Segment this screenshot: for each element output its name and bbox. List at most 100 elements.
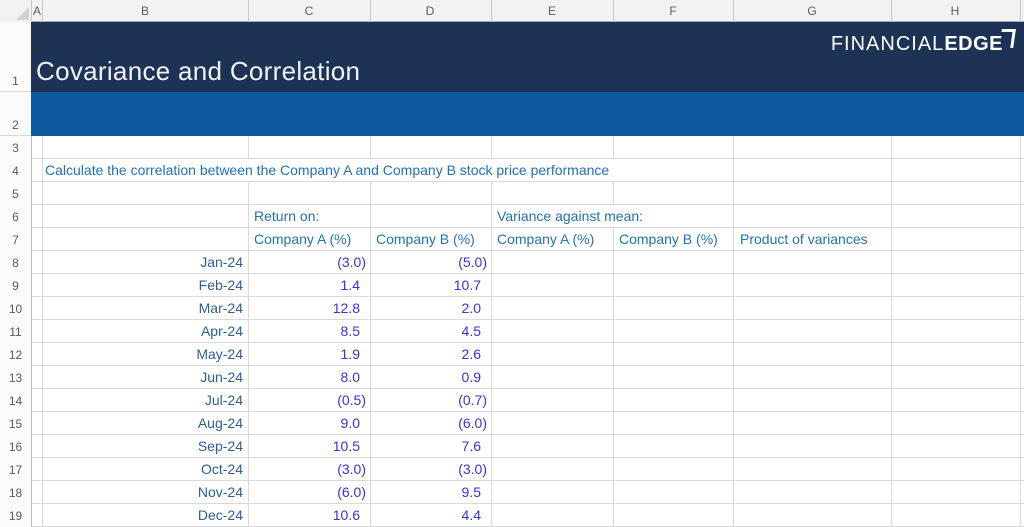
financial-edge-logo: FINANCIAL EDGE bbox=[830, 29, 1016, 56]
page-title: Covariance and Correlation bbox=[36, 56, 361, 86]
column-header-g[interactable]: G bbox=[807, 4, 817, 18]
column-separator bbox=[613, 0, 614, 22]
column-header-f[interactable]: F bbox=[669, 4, 677, 18]
cell-header-var-a[interactable]: Company A (%) bbox=[497, 231, 595, 247]
gridline-v bbox=[42, 136, 43, 527]
row-header-8[interactable]: 8 bbox=[0, 251, 31, 274]
cell-header-var-b[interactable]: Company B (%) bbox=[619, 231, 718, 247]
row-header-2[interactable]: 2 bbox=[0, 92, 31, 136]
gridlines-horizontal bbox=[0, 136, 1024, 527]
cell-month[interactable]: Jul-24 bbox=[204, 392, 243, 408]
gridline-v bbox=[613, 182, 614, 205]
row-header-19[interactable]: 19 bbox=[0, 504, 31, 527]
cell-company-a[interactable]: 1.4 bbox=[340, 277, 360, 293]
cell-company-b[interactable]: 7.6 bbox=[461, 438, 481, 454]
row-header-4[interactable]: 4 bbox=[0, 159, 31, 182]
cell-company-b[interactable]: (5.0) bbox=[458, 254, 487, 270]
row-header-15[interactable]: 15 bbox=[0, 412, 31, 435]
gridline-v bbox=[370, 136, 371, 159]
row-header-9[interactable]: 9 bbox=[0, 274, 31, 297]
cell-company-a[interactable]: 1.9 bbox=[340, 346, 360, 362]
cell-company-b[interactable]: (0.7) bbox=[458, 392, 487, 408]
logo-corner-bracket-icon bbox=[999, 29, 1016, 48]
cell-company-b[interactable]: (6.0) bbox=[458, 415, 487, 431]
logo-text-financial: FINANCIAL bbox=[830, 33, 945, 55]
column-header-a[interactable]: A bbox=[32, 4, 41, 18]
cell-company-a[interactable]: (6.0) bbox=[337, 484, 366, 500]
column-header-c[interactable]: C bbox=[304, 4, 314, 18]
cell-header-return-b[interactable]: Company B (%) bbox=[376, 231, 475, 247]
cell-company-b[interactable]: 9.5 bbox=[461, 484, 481, 500]
row-header-border bbox=[31, 22, 32, 527]
row-header-11[interactable]: 11 bbox=[0, 320, 31, 343]
cell-company-b[interactable]: (3.0) bbox=[458, 461, 487, 477]
column-separator bbox=[370, 0, 371, 22]
row-header-16[interactable]: 16 bbox=[0, 435, 31, 458]
cell-month[interactable]: Sep-24 bbox=[197, 438, 243, 454]
title-banner-cell[interactable]: Covariance and Correlation FINANCIAL EDGE bbox=[31, 22, 1024, 92]
cell-instruction[interactable]: Calculate the correlation between the Co… bbox=[45, 162, 610, 178]
cell-header-return-a[interactable]: Company A (%) bbox=[254, 231, 352, 247]
table-row: Nov-24 (6.0) 9.5 bbox=[0, 481, 1024, 504]
cell-month[interactable]: Aug-24 bbox=[197, 415, 243, 431]
row-header-1[interactable]: 1 bbox=[0, 22, 31, 92]
cell-company-a[interactable]: 10.5 bbox=[332, 438, 360, 454]
gridline-v bbox=[370, 182, 371, 527]
cell-month[interactable]: Nov-24 bbox=[197, 484, 243, 500]
column-header-h[interactable]: H bbox=[950, 4, 960, 18]
cell-month[interactable]: Feb-24 bbox=[198, 277, 243, 293]
column-header-b[interactable]: B bbox=[140, 4, 149, 18]
row-header-3[interactable]: 3 bbox=[0, 136, 31, 159]
row-header-6[interactable]: 6 bbox=[0, 205, 31, 228]
cell-company-a[interactable]: 8.5 bbox=[340, 323, 360, 339]
cell-company-b[interactable]: 4.4 bbox=[461, 507, 481, 523]
cell-month[interactable]: Apr-24 bbox=[200, 323, 243, 339]
cell-header-product[interactable]: Product of variances bbox=[740, 231, 868, 247]
row-header-17[interactable]: 17 bbox=[0, 458, 31, 481]
row-header-14[interactable]: 14 bbox=[0, 389, 31, 412]
row-header-12[interactable]: 12 bbox=[0, 343, 31, 366]
row-header-5[interactable]: 5 bbox=[0, 182, 31, 205]
column-separator bbox=[491, 0, 492, 22]
cell-company-b[interactable]: 10.7 bbox=[453, 277, 481, 293]
select-all-corner[interactable] bbox=[0, 0, 31, 22]
cell-month[interactable]: Mar-24 bbox=[198, 300, 243, 316]
cell-company-b[interactable]: 4.5 bbox=[461, 323, 481, 339]
cell-company-a[interactable]: (0.5) bbox=[337, 392, 366, 408]
gridline-v bbox=[491, 182, 492, 527]
cell-company-b[interactable]: 2.6 bbox=[461, 346, 481, 362]
column-header-e[interactable]: E bbox=[547, 4, 556, 18]
table-row: Sep-24 10.5 7.6 bbox=[0, 435, 1024, 458]
row-header-13[interactable]: 13 bbox=[0, 366, 31, 389]
cell-company-a[interactable]: 9.0 bbox=[340, 415, 360, 431]
sub-banner-cell[interactable] bbox=[31, 92, 1024, 136]
cell-company-a[interactable]: 8.0 bbox=[340, 369, 360, 385]
cell-company-a[interactable]: (3.0) bbox=[337, 461, 366, 477]
cell-month[interactable]: Jun-24 bbox=[200, 369, 243, 385]
cell-month[interactable]: Jan-24 bbox=[200, 254, 243, 270]
cell-month[interactable]: Oct-24 bbox=[200, 461, 243, 477]
gridline-v bbox=[248, 136, 249, 159]
cell-month[interactable]: May-24 bbox=[196, 346, 243, 362]
cell-company-b[interactable]: 0.9 bbox=[461, 369, 481, 385]
cell-month[interactable]: Dec-24 bbox=[197, 507, 243, 523]
row-header-7[interactable]: 7 bbox=[0, 228, 31, 251]
row-header-10[interactable]: 10 bbox=[0, 297, 31, 320]
row-header-separator bbox=[0, 91, 31, 92]
gridline-v bbox=[891, 136, 892, 527]
row-header-18[interactable]: 18 bbox=[0, 481, 31, 504]
column-separator bbox=[42, 0, 43, 22]
column-separator bbox=[248, 0, 249, 22]
column-header-d[interactable]: D bbox=[425, 4, 435, 18]
column-separator bbox=[31, 0, 32, 22]
cell-company-a[interactable]: (3.0) bbox=[337, 254, 366, 270]
cell-section-variance[interactable]: Variance against mean: bbox=[497, 208, 644, 224]
cell-company-b[interactable]: 2.0 bbox=[461, 300, 481, 316]
table-row: Mar-24 12.8 2.0 bbox=[0, 297, 1024, 320]
column-separator bbox=[891, 0, 892, 22]
table-row: Jan-24 (3.0) (5.0) bbox=[0, 251, 1024, 274]
cell-company-a[interactable]: 10.6 bbox=[332, 507, 360, 523]
cell-section-return[interactable]: Return on: bbox=[254, 208, 320, 224]
cell-company-a[interactable]: 12.8 bbox=[332, 300, 360, 316]
